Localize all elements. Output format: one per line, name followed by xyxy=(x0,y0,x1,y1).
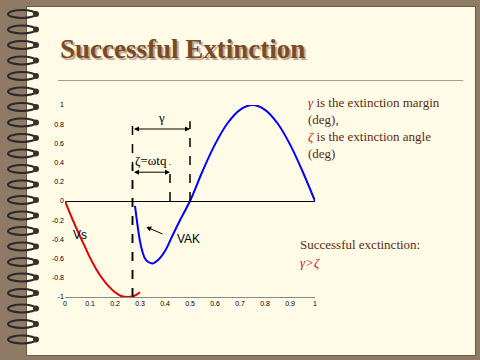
html-text:γ is the extinction margin (de: γ is the extinction margin (deg), xyxy=(308,95,440,127)
svg-text:0.6: 0.6 xyxy=(54,140,64,147)
svg-text:-0.4: -0.4 xyxy=(52,236,64,243)
svg-text:-0.8: -0.8 xyxy=(52,274,64,281)
html-text:ζ is the extinction angle (deg: ζ is the extinction angle (deg) xyxy=(308,129,431,161)
svg-text:0.8: 0.8 xyxy=(54,121,64,128)
svg-text:ζ=ωtq: ζ=ωtq xyxy=(135,153,167,168)
svg-text:0.2: 0.2 xyxy=(110,300,120,307)
svg-text:0.2: 0.2 xyxy=(54,178,64,185)
html-text:Successful exctinction:: Successful exctinction: xyxy=(300,237,421,252)
svg-text:-0.6: -0.6 xyxy=(52,255,64,262)
svg-text:0.9: 0.9 xyxy=(285,300,295,307)
svg-text:γ: γ xyxy=(158,110,165,125)
svg-text:0.8: 0.8 xyxy=(260,300,270,307)
svg-text:0: 0 xyxy=(60,197,64,204)
html-text:Successful Extinction: Successful Extinction xyxy=(60,34,306,64)
svg-text:VAK: VAK xyxy=(177,232,200,246)
svg-text:-1: -1 xyxy=(58,293,64,300)
svg-text:0: 0 xyxy=(63,300,67,307)
svg-text:1: 1 xyxy=(60,101,64,108)
svg-text:0.6: 0.6 xyxy=(210,300,220,307)
svg-text:0.7: 0.7 xyxy=(235,300,245,307)
svg-text:-0.2: -0.2 xyxy=(52,217,64,224)
svg-text:Vs: Vs xyxy=(73,228,87,242)
svg-text:0.3: 0.3 xyxy=(135,300,145,307)
svg-text:1: 1 xyxy=(313,300,317,307)
svg-text:0.1: 0.1 xyxy=(85,300,95,307)
svg-text:0.5: 0.5 xyxy=(185,300,195,307)
svg-text:0.4: 0.4 xyxy=(54,159,64,166)
html-text:γ>ζ: γ>ζ xyxy=(300,255,320,270)
svg-text:0.4: 0.4 xyxy=(160,300,170,307)
